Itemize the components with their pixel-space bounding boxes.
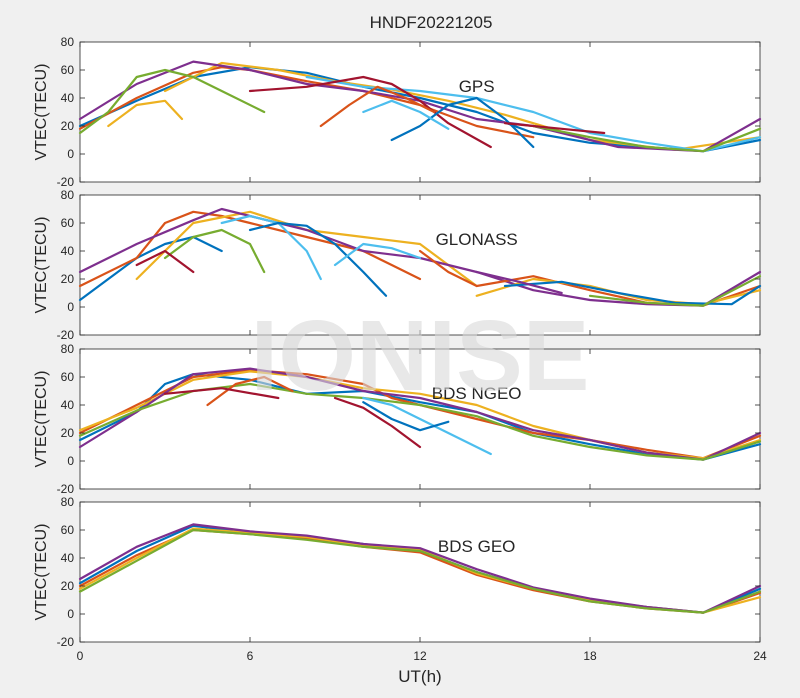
plot-area xyxy=(79,194,761,336)
series-line-4 xyxy=(78,68,266,135)
series-line-6 xyxy=(333,396,422,449)
series-line-0 xyxy=(78,373,762,461)
y-tick-label: 80 xyxy=(61,495,75,509)
series-line-8 xyxy=(206,375,294,407)
y-tick-label: 20 xyxy=(61,579,75,593)
panels: -20020406080GPSVTEC(TECU)-20020406080GLO… xyxy=(33,35,767,663)
series-line-8 xyxy=(319,85,436,128)
series-line-3 xyxy=(78,367,762,461)
series-line-9 xyxy=(532,124,762,153)
x-tick-label: 24 xyxy=(753,649,767,663)
figure-title: HNDF20221205 xyxy=(370,13,493,32)
panel-0: -20 0 20 40 60 80 GPS VTEC(TECU) xyxy=(33,35,762,189)
x-tick-label: 6 xyxy=(247,649,254,663)
y-tick-label: -20 xyxy=(57,635,75,649)
series-line-6 xyxy=(248,221,388,297)
y-tick-label: -20 xyxy=(57,175,75,189)
series-line-5 xyxy=(362,396,492,456)
series-line-1 xyxy=(78,66,535,139)
y-tick-label: 0 xyxy=(67,607,74,621)
panel-title: BDS GEO xyxy=(438,537,515,556)
y-axis-label: VTEC(TECU) xyxy=(33,217,50,314)
series-line-4 xyxy=(163,228,266,274)
y-tick-label: 0 xyxy=(67,454,74,468)
series-line-3 xyxy=(78,60,762,153)
y-axis-label: VTEC(TECU) xyxy=(33,64,50,161)
series-line-1 xyxy=(78,368,762,460)
watermark: IONISE xyxy=(251,300,590,412)
y-tick-label: 80 xyxy=(61,188,75,202)
y-tick-label: 60 xyxy=(61,370,75,384)
y-tick-label: 40 xyxy=(61,244,75,258)
y-tick-label: 20 xyxy=(61,426,75,440)
y-axis-label: VTEC(TECU) xyxy=(33,524,50,621)
y-tick-label: -20 xyxy=(57,328,75,342)
panel-1: -20 0 20 40 60 80 GLONASS VTEC(TECU) xyxy=(33,188,762,342)
x-tick-label: 0 xyxy=(77,649,84,663)
y-tick-label: 80 xyxy=(61,35,75,49)
series-line-9 xyxy=(503,280,762,306)
series-line-13 xyxy=(475,270,563,295)
x-axis-label: UT(h) xyxy=(398,667,441,686)
y-axis-label: VTEC(TECU) xyxy=(33,371,50,468)
panel-2: -20 0 20 40 60 80 BDS NGEO VTEC(TECU) xyxy=(33,342,762,496)
series-line-11 xyxy=(503,122,606,135)
y-tick-label: 40 xyxy=(61,398,75,412)
panel-title: GLONASS xyxy=(436,230,518,249)
y-tick-label: 0 xyxy=(67,147,74,161)
series-line-10 xyxy=(107,99,184,128)
series-line-12 xyxy=(362,99,450,130)
series-line-7 xyxy=(362,401,450,432)
series-line-11 xyxy=(135,249,195,274)
y-tick-label: -20 xyxy=(57,482,75,496)
series-line-4 xyxy=(78,528,762,614)
y-tick-label: 40 xyxy=(61,551,75,565)
panel-title: GPS xyxy=(459,77,495,96)
series-line-9 xyxy=(163,387,280,400)
y-tick-label: 80 xyxy=(61,342,75,356)
y-tick-label: 40 xyxy=(61,91,75,105)
x-tick-label: 18 xyxy=(583,649,597,663)
series-line-3 xyxy=(78,523,762,614)
series-line-2 xyxy=(135,210,478,288)
y-tick-label: 60 xyxy=(61,63,75,77)
series-line-12 xyxy=(333,242,422,267)
plot-area xyxy=(79,501,761,643)
y-tick-label: 20 xyxy=(61,119,75,133)
y-tick-label: 60 xyxy=(61,523,75,537)
series-line-3 xyxy=(78,207,762,307)
series-line-0 xyxy=(78,235,223,302)
y-tick-label: 0 xyxy=(67,300,74,314)
y-tick-label: 60 xyxy=(61,216,75,230)
series-line-10 xyxy=(588,275,762,307)
y-tick-label: 20 xyxy=(61,272,75,286)
panel-title: BDS NGEO xyxy=(432,384,522,403)
x-tick-label: 12 xyxy=(413,649,427,663)
series-line-6 xyxy=(248,75,492,149)
